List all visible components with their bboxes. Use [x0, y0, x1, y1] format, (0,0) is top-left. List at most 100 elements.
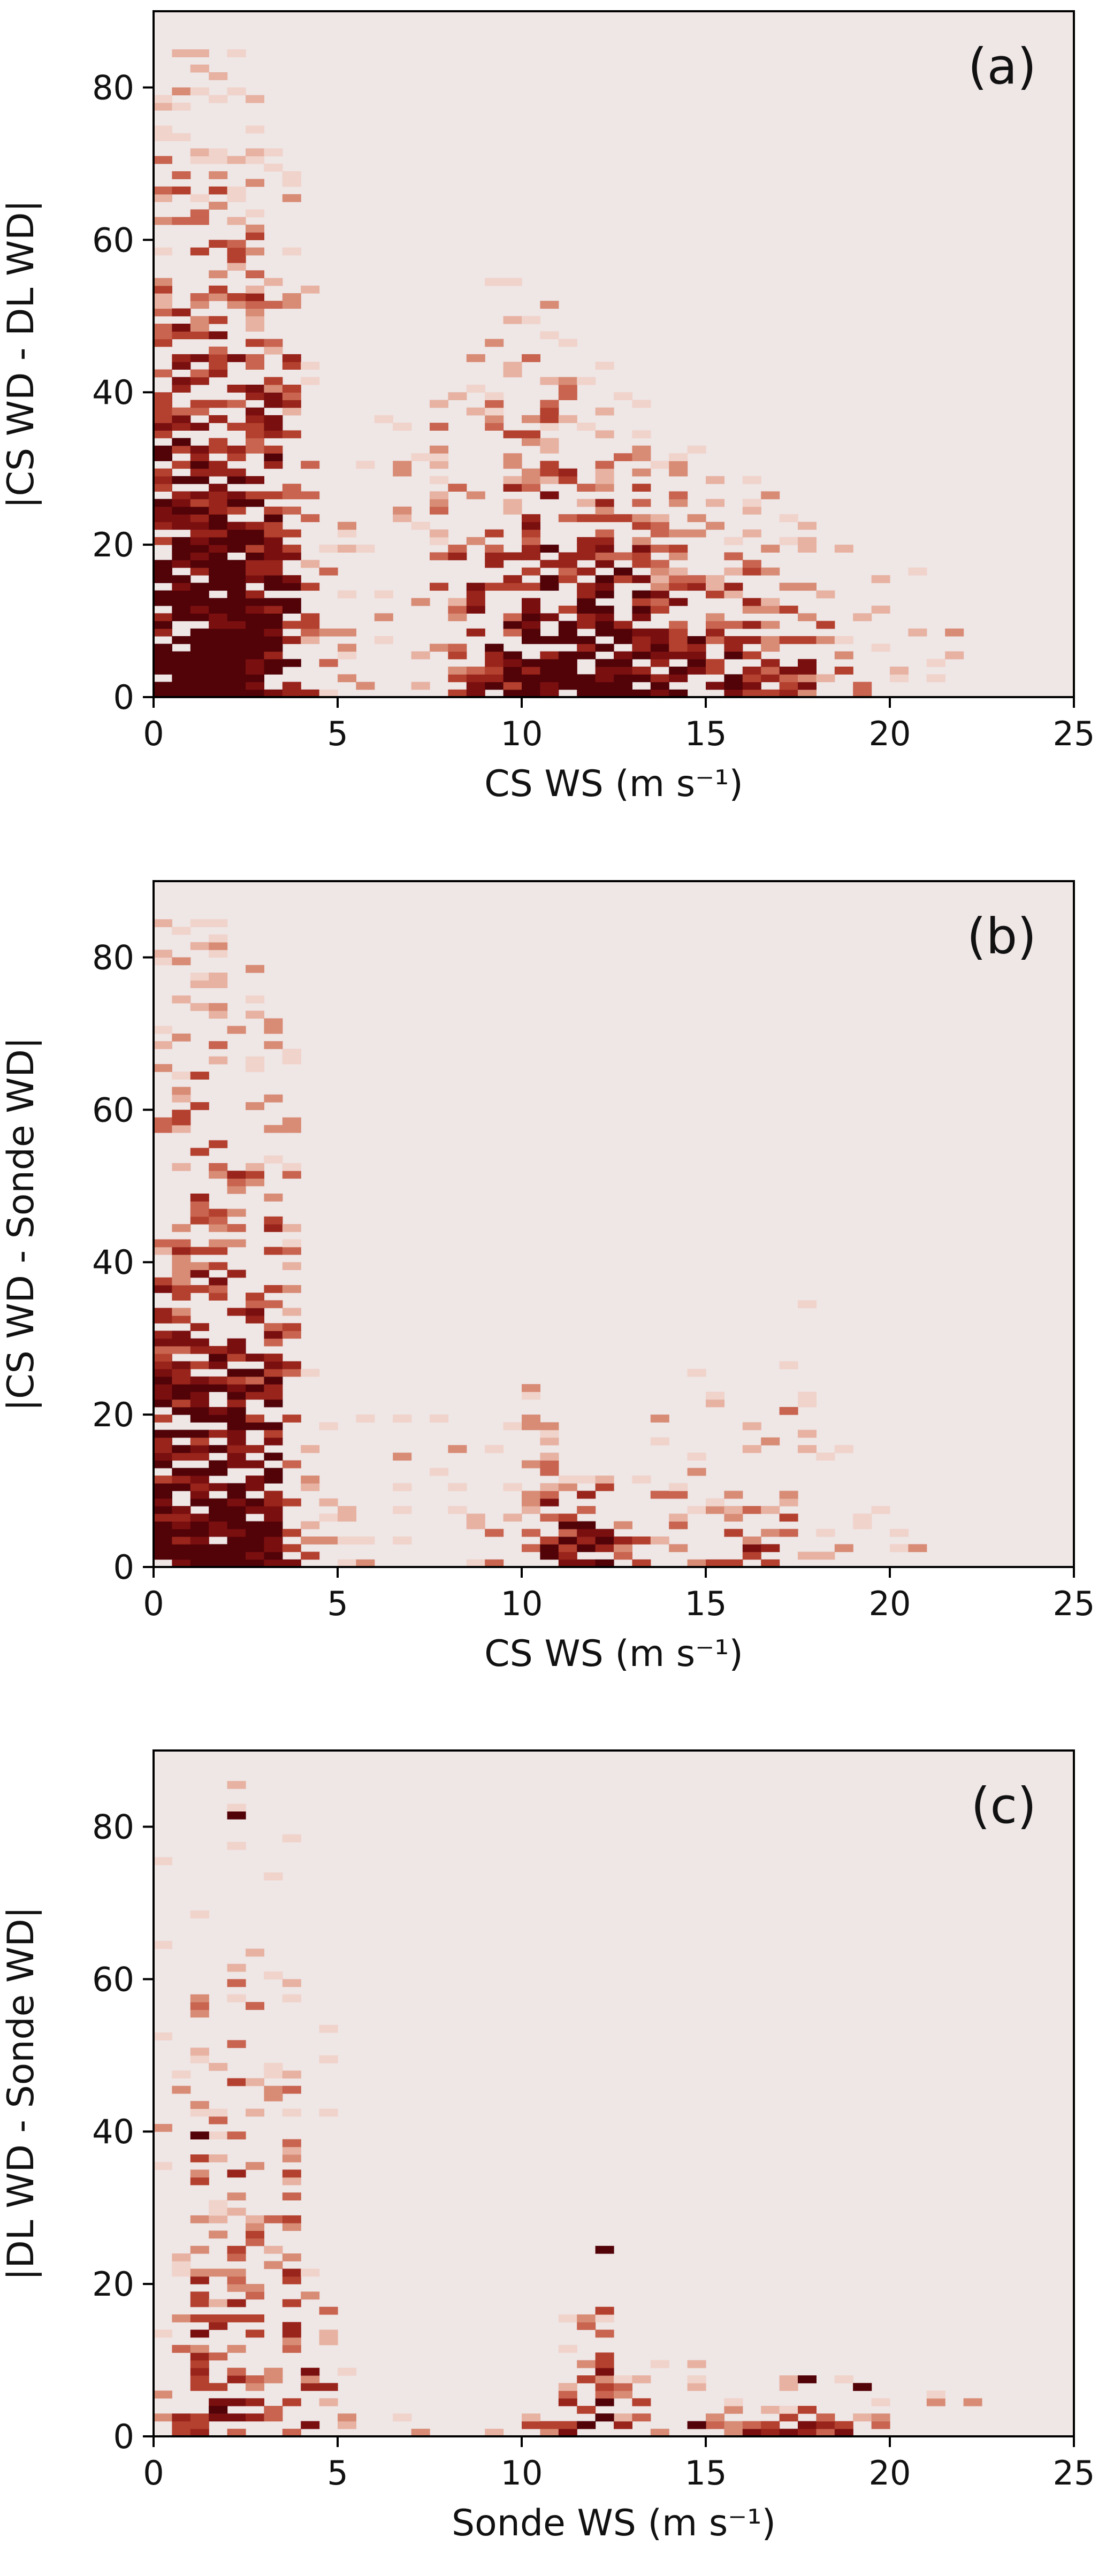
- heatmap-cell: [650, 1415, 669, 1423]
- heatmap-cell: [264, 2070, 283, 2079]
- heatmap-cell: [558, 415, 577, 423]
- heatmap-cell: [338, 529, 356, 538]
- heatmap-cell: [154, 1399, 172, 1408]
- heatmap-cell: [154, 407, 172, 416]
- heatmap-cell: [172, 1551, 191, 1560]
- heatmap-cell: [264, 1216, 283, 1225]
- heatmap-cell: [632, 560, 651, 568]
- heatmap-cell: [393, 1415, 412, 1423]
- heatmap-cell: [558, 606, 577, 614]
- heatmap-cell: [172, 1528, 191, 1537]
- heatmap-cell: [706, 628, 724, 637]
- heatmap-cell: [172, 1430, 191, 1438]
- heatmap-cell: [595, 644, 614, 652]
- heatmap-cell: [282, 1308, 301, 1316]
- heatmap-cell: [209, 293, 228, 301]
- heatmap-cell: [190, 148, 209, 157]
- heatmap-cell: [172, 545, 191, 553]
- heatmap-cell: [227, 1415, 246, 1423]
- heatmap-cell: [154, 1537, 172, 1545]
- heatmap-cell: [227, 2245, 246, 2254]
- heatmap-cell: [742, 2428, 761, 2437]
- heatmap-cell: [209, 506, 228, 515]
- heatmap-cell: [209, 156, 228, 164]
- heatmap-cell: [282, 552, 301, 561]
- heatmap-cell: [209, 354, 228, 362]
- heatmap-cell: [190, 1003, 209, 1011]
- heatmap-cell: [227, 529, 246, 538]
- heatmap-cell: [448, 484, 467, 492]
- heatmap-cell: [264, 1490, 283, 1499]
- heatmap-cell: [264, 301, 283, 309]
- heatmap-cell: [172, 2085, 191, 2094]
- heatmap-cell: [172, 583, 191, 591]
- heatmap-cell: [209, 484, 228, 492]
- heatmap-cell: [190, 667, 209, 675]
- heatmap-cell: [227, 1338, 246, 1347]
- heatmap-cell: [154, 689, 172, 698]
- heatmap-cell: [209, 636, 228, 644]
- heatmap-cell: [190, 506, 209, 515]
- heatmap-cell: [503, 430, 522, 439]
- heatmap-cell: [945, 628, 964, 637]
- heatmap-cell: [172, 636, 191, 644]
- heatmap-cell: [246, 674, 264, 683]
- heatmap-cell: [338, 674, 356, 683]
- heatmap-cell: [172, 590, 191, 599]
- heatmap-cell: [209, 438, 228, 446]
- heatmap-cell: [227, 689, 246, 698]
- heatmap-cell: [209, 461, 228, 469]
- heatmap-cell: [761, 674, 780, 683]
- heatmap-cell: [154, 1361, 172, 1370]
- heatmap-cell: [227, 636, 246, 644]
- heatmap-cell: [172, 1544, 191, 1553]
- heatmap-cell: [338, 1559, 356, 1568]
- heatmap-cell: [209, 575, 228, 583]
- heatmap-cell: [522, 2413, 540, 2422]
- heatmap-cell: [227, 1498, 246, 1507]
- heatmap-cell: [154, 1476, 172, 1484]
- heatmap-cell: [209, 598, 228, 606]
- heatmap-cell: [282, 400, 301, 408]
- heatmap-cell: [632, 613, 651, 622]
- heatmap-cell: [209, 567, 228, 576]
- heatmap-cell: [301, 2268, 320, 2277]
- heatmap-cell: [650, 1437, 669, 1446]
- heatmap-cell: [540, 491, 559, 500]
- heatmap-cell: [172, 1224, 191, 1232]
- heatmap-cell: [411, 453, 430, 461]
- heatmap-cell: [632, 537, 651, 545]
- heatmap-cell: [172, 667, 191, 675]
- heatmap-cell: [227, 156, 246, 164]
- heatmap-cell: [522, 667, 540, 675]
- heatmap-cell: [742, 506, 761, 515]
- heatmap-cell: [798, 659, 817, 667]
- heatmap-cell: [926, 674, 945, 683]
- heatmap-cell: [706, 1392, 724, 1400]
- heatmap-cell: [264, 1537, 283, 1545]
- heatmap-cell: [338, 628, 356, 637]
- heatmap-cell: [172, 1239, 191, 1248]
- heatmap-cell: [246, 354, 264, 362]
- heatmap-cell: [190, 1514, 209, 1522]
- heatmap-cell: [246, 1544, 264, 1553]
- heatmap-cell: [301, 1521, 320, 1530]
- heatmap-cell: [246, 545, 264, 553]
- heatmap-cell: [430, 1467, 448, 1476]
- heatmap-cell: [209, 468, 228, 477]
- heatmap-cell: [871, 2413, 890, 2422]
- heatmap-cell: [172, 1331, 191, 1339]
- heatmap-cell: [632, 499, 651, 507]
- heatmap-cell: [706, 1506, 724, 1514]
- heatmap-cell: [834, 545, 853, 553]
- heatmap-cell: [172, 407, 191, 416]
- heatmap-cell: [430, 400, 448, 408]
- heatmap-cell: [246, 995, 264, 1004]
- heatmap-cell: [246, 1528, 264, 1537]
- heatmap-cell: [448, 545, 467, 553]
- heatmap-cell: [632, 2398, 651, 2406]
- heatmap-cell: [190, 1551, 209, 1560]
- heatmap-cell: [834, 667, 853, 675]
- heatmap-cell: [190, 476, 209, 484]
- heatmap-cell: [614, 621, 632, 629]
